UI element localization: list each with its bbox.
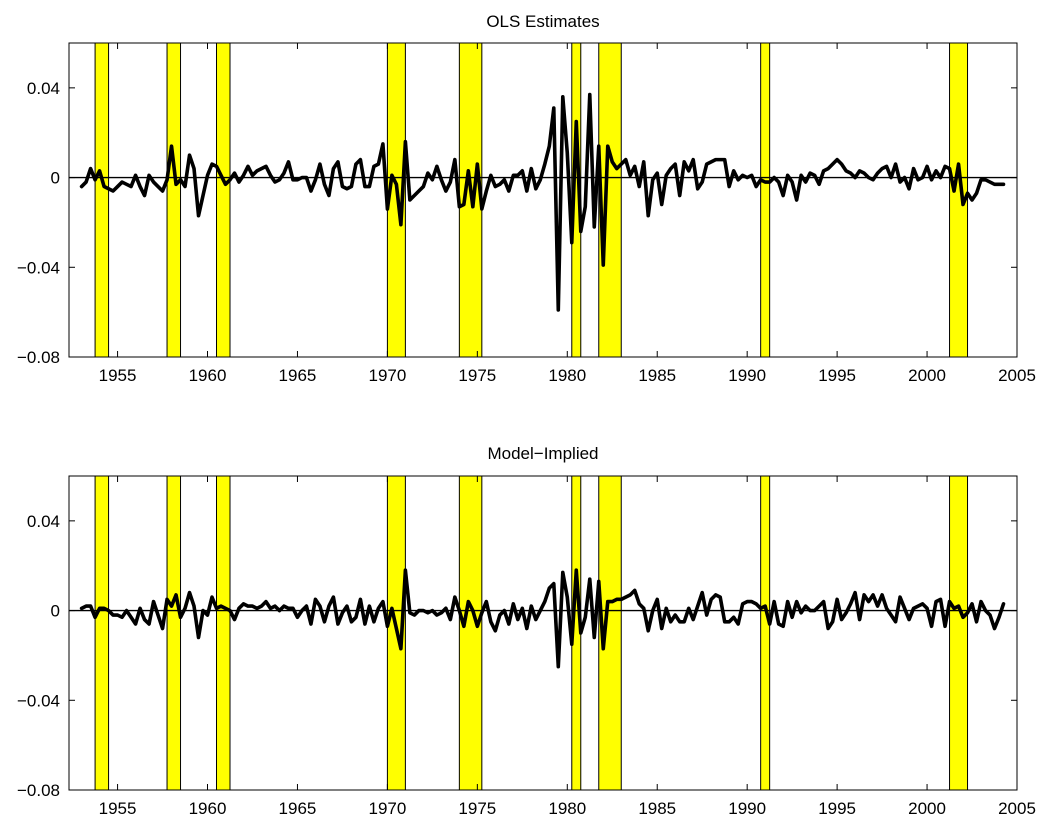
x-tick-label: 1975 [458,799,496,818]
y-tick-label: 0.04 [27,79,60,98]
x-tick-label: 1980 [548,799,586,818]
x-tick-label: 2000 [908,366,946,385]
x-tick-label: 1990 [728,799,766,818]
x-tick-label: 1955 [99,366,137,385]
series-line [79,92,1006,312]
recession-band [949,475,969,791]
x-tick-label: 1970 [368,366,406,385]
x-tick-label: 1995 [818,366,856,385]
recession-band [94,42,110,358]
y-tick-label: 0 [51,169,60,188]
x-tick-label: 1960 [189,366,227,385]
recession-band [216,42,231,358]
recession-band [760,42,771,358]
x-tick-label: 1995 [818,799,856,818]
x-tick-label: 1975 [458,366,496,385]
x-tick-label: 2000 [908,799,946,818]
x-tick-label: 1985 [638,366,676,385]
recession-band [760,475,771,791]
y-tick-label: −0.04 [17,258,60,277]
chart-title: Model−Implied [487,444,598,463]
y-tick-label: −0.08 [17,781,60,800]
x-tick-label: 1985 [638,799,676,818]
chart-panel-1: OLS Estimates −0.08 −0.04 0 0.04 1955 1960 1965… [17,12,1036,385]
recession-band [166,42,182,358]
chart-title: OLS Estimates [486,12,599,31]
recession-band [458,475,483,791]
x-tick-label: 1955 [99,799,137,818]
series-line [79,568,1006,669]
y-tick-label: 0.04 [27,512,60,531]
y-tick-label: −0.04 [17,691,60,710]
x-tick-label: 1965 [279,366,317,385]
x-tick-label: 1960 [189,799,227,818]
chart-panel-2: Model−Implied −0.08 −0.04 0 0.04 1955 1960 1965… [17,444,1036,818]
plot-frame [68,475,1018,791]
y-tick-label: 0 [51,602,60,621]
y-tick-label: −0.08 [17,348,60,367]
x-tick-label: 2005 [998,366,1036,385]
x-tick-label: 1990 [728,366,766,385]
x-tick-label: 1980 [548,366,586,385]
x-tick-label: 2005 [998,799,1036,818]
x-tick-label: 1970 [368,799,406,818]
recession-band [216,475,231,791]
plot-frame [68,42,1018,358]
recession-band [94,475,110,791]
recession-band [166,475,182,791]
x-tick-label: 1965 [279,799,317,818]
